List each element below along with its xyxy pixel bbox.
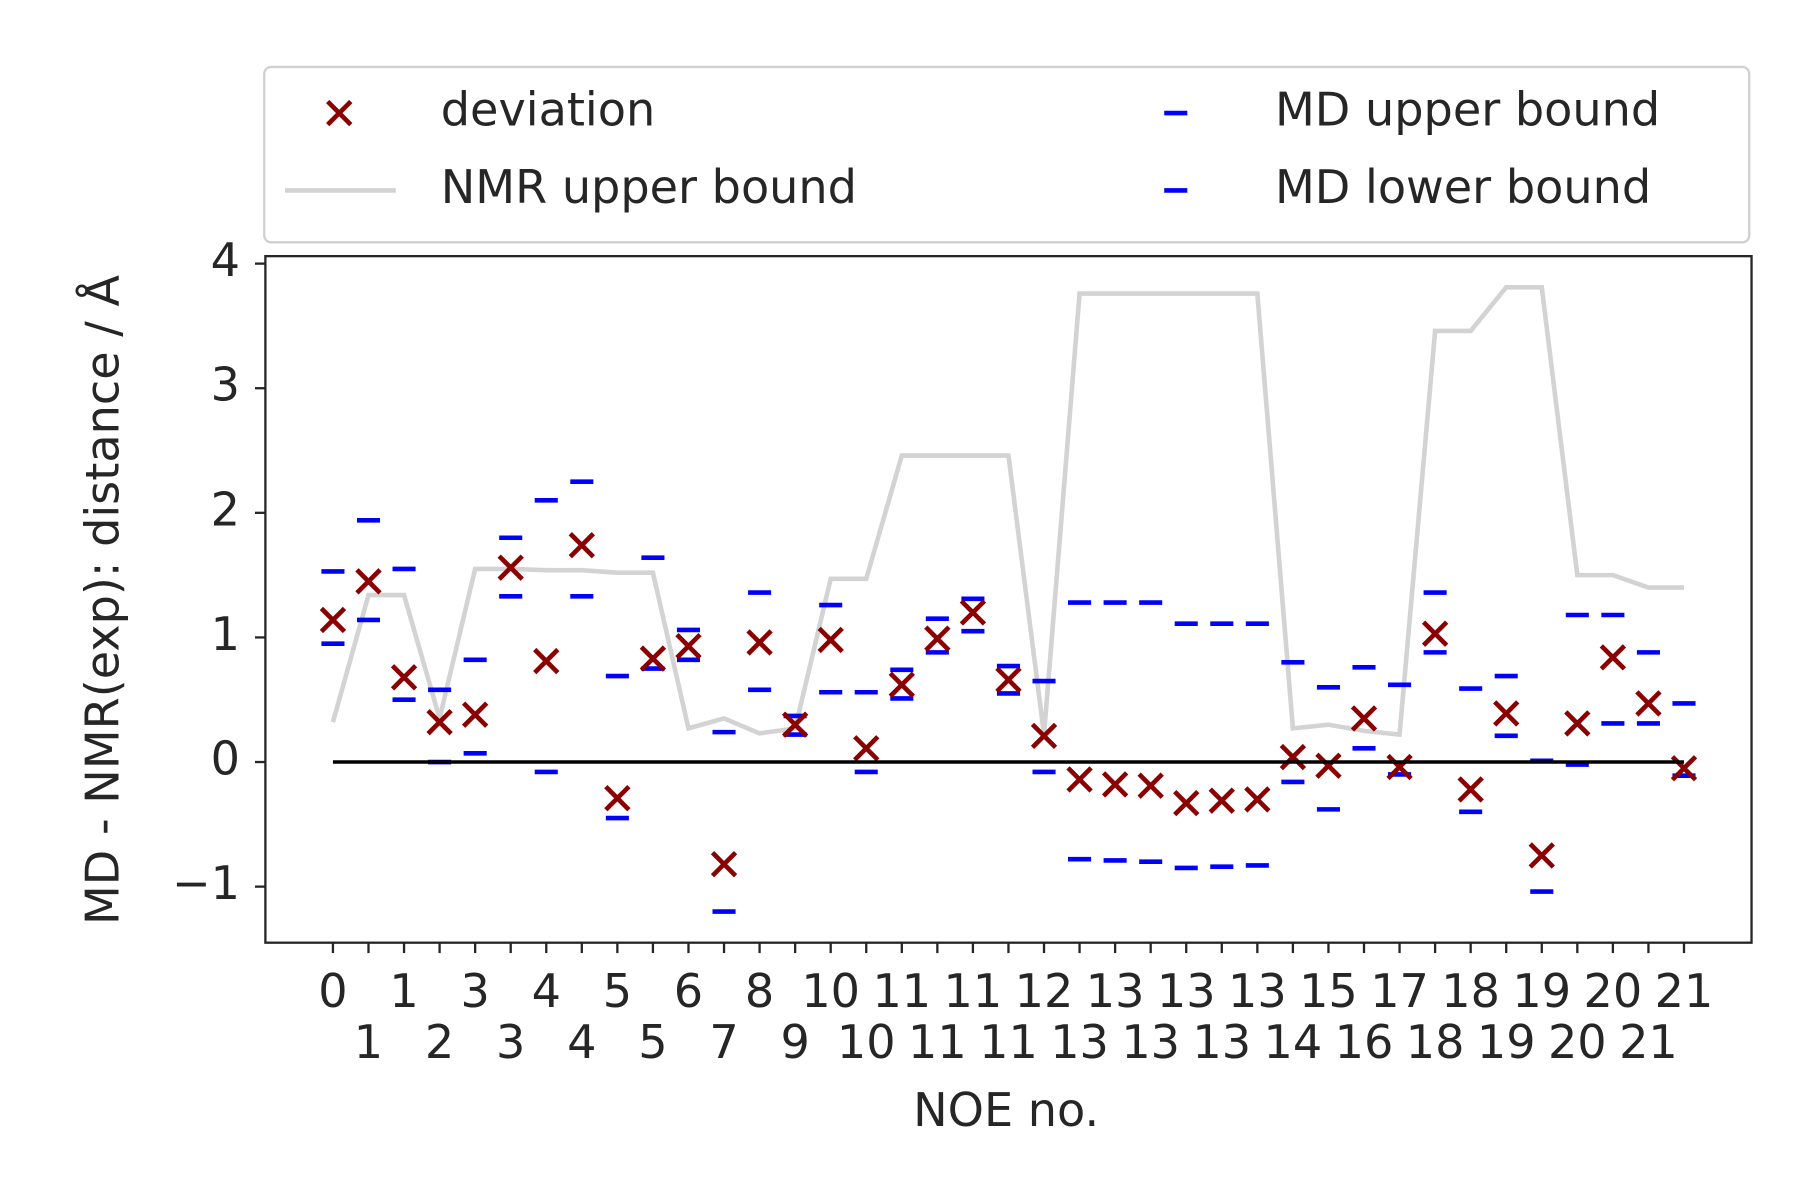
deviation-marker	[1564, 710, 1591, 737]
deviation-marker	[568, 532, 595, 559]
y-tick-label: −1	[172, 856, 240, 910]
deviation-marker	[995, 666, 1022, 693]
x-tick-label: 10	[837, 1015, 896, 1069]
x-tick-label: 18	[1441, 964, 1500, 1018]
x-tick-label: 1	[389, 964, 418, 1018]
legend-label: NMR upper bound	[441, 160, 857, 214]
y-tick-label: 3	[211, 358, 240, 412]
deviation-marker	[888, 671, 915, 698]
deviation-marker	[1279, 743, 1307, 771]
x-tick-label: 7	[709, 1015, 738, 1069]
deviation-marker	[1244, 786, 1271, 813]
x-tick-label: 0	[318, 964, 347, 1018]
deviation-marker	[924, 625, 951, 652]
x-tick-label: 20	[1584, 964, 1643, 1018]
deviation-marker	[1528, 842, 1555, 869]
x-tick-label: 13	[1192, 1015, 1251, 1069]
deviation-marker	[817, 626, 844, 654]
x-tick-label: 4	[532, 964, 561, 1018]
x-tick-label: 13	[1157, 964, 1216, 1018]
x-tick-label: 6	[674, 964, 703, 1018]
deviation-marker	[1635, 690, 1662, 717]
x-tick-label: 5	[603, 964, 632, 1018]
x-tick-label: 11	[979, 1015, 1038, 1069]
x-tick-label: 10	[801, 964, 860, 1018]
plot	[319, 284, 1698, 914]
deviation-marker	[1101, 771, 1129, 798]
x-tick-label: 21	[1655, 964, 1714, 1018]
legend-marker	[326, 99, 353, 127]
deviation-marker	[1350, 705, 1378, 732]
x-tick-label: 19	[1477, 1015, 1536, 1069]
x-tick-label: 13	[1050, 1015, 1109, 1069]
x-tick-label: 18	[1406, 1015, 1465, 1069]
deviation-marker	[959, 599, 987, 626]
plot-frame	[264, 255, 1753, 944]
x-tick-label: 3	[460, 964, 489, 1018]
deviation-marker	[497, 554, 524, 581]
x-tick-label: 1	[354, 1015, 383, 1069]
deviation-marker	[1386, 753, 1413, 781]
x-tick-label: 12	[1015, 964, 1074, 1018]
x-tick-label: 11	[872, 964, 931, 1018]
deviation-marker	[1493, 700, 1520, 727]
x-tick-label: 8	[745, 964, 774, 1018]
x-axis-label: NOE no.	[913, 1083, 1099, 1137]
deviation-marker	[319, 606, 347, 634]
deviation-marker	[853, 735, 880, 762]
deviation-marker	[426, 708, 453, 736]
x-tick-label: 13	[1228, 964, 1287, 1018]
deviation-marker	[1137, 772, 1164, 799]
deviation-marker	[1030, 722, 1058, 750]
y-axis-label: MD - NMR(exp): distance / Å	[76, 275, 130, 925]
deviation-marker	[710, 851, 738, 878]
deviation-marker	[390, 664, 418, 691]
deviation-marker	[1599, 644, 1627, 671]
y-tick-label: 0	[211, 732, 240, 786]
deviation-marker	[1315, 752, 1342, 779]
x-tick-label: 3	[496, 1015, 525, 1069]
x-tick-label: 13	[1121, 1015, 1180, 1069]
deviation-marker	[355, 568, 382, 595]
x-tick-label: 13	[1086, 964, 1145, 1018]
x-tick-label: 9	[780, 1015, 809, 1069]
deviation-marker	[639, 645, 667, 672]
x-tick-label: 4	[567, 1015, 596, 1069]
deviation-marker	[1173, 789, 1200, 817]
deviation-marker	[1066, 766, 1093, 793]
x-tick-label: 19	[1512, 964, 1571, 1018]
x-tick-label: 17	[1370, 964, 1429, 1018]
x-tick-label: 20	[1548, 1015, 1607, 1069]
x-tick-label: 11	[908, 1015, 967, 1069]
x-tick-label: 11	[944, 964, 1003, 1018]
legend-box	[263, 65, 1751, 244]
legend-label: MD lower bound	[1275, 160, 1651, 214]
legend-label: deviation	[441, 83, 655, 137]
legend-label: MD upper bound	[1275, 83, 1660, 137]
deviation-marker	[781, 711, 809, 738]
x-tick-label: 2	[425, 1015, 454, 1069]
deviation-marker	[604, 784, 631, 812]
y-tick-label: 4	[211, 233, 240, 287]
deviation-marker	[675, 632, 702, 660]
x-tick-label: 21	[1619, 1015, 1678, 1069]
deviation-marker	[1421, 620, 1449, 647]
deviation-marker	[1457, 776, 1484, 803]
y-tick-label: 2	[211, 482, 240, 536]
nmr-line	[330, 284, 1684, 738]
deviation-marker	[746, 629, 773, 656]
x-tick-label: 14	[1264, 1015, 1323, 1069]
x-tick-label: 15	[1299, 964, 1358, 1018]
deviation-marker	[1208, 787, 1235, 814]
deviation-marker	[461, 701, 489, 728]
y-tick-label: 1	[211, 607, 240, 661]
x-tick-label: 5	[638, 1015, 667, 1069]
deviation-marker	[533, 647, 560, 675]
x-tick-label: 16	[1335, 1015, 1394, 1069]
